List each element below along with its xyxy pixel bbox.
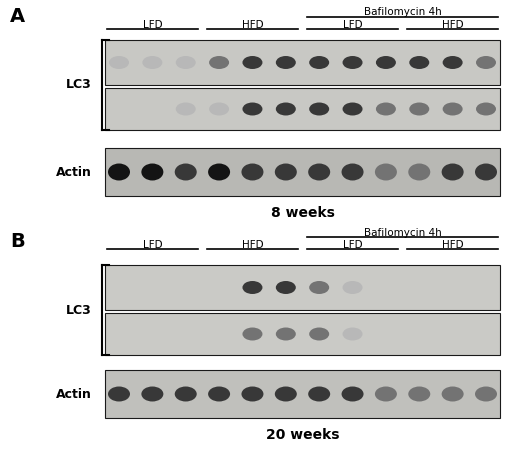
Bar — [105, 265, 500, 310]
Ellipse shape — [175, 163, 197, 180]
Ellipse shape — [442, 163, 463, 180]
Ellipse shape — [209, 103, 229, 116]
Ellipse shape — [142, 56, 162, 69]
Ellipse shape — [409, 103, 429, 116]
Ellipse shape — [241, 163, 264, 180]
Ellipse shape — [408, 163, 430, 180]
Text: LFD: LFD — [343, 20, 362, 30]
Ellipse shape — [309, 328, 329, 341]
Ellipse shape — [176, 103, 196, 116]
Ellipse shape — [409, 56, 429, 69]
Ellipse shape — [343, 56, 363, 69]
Text: HFD: HFD — [242, 240, 263, 250]
Bar — [105, 148, 500, 196]
Ellipse shape — [442, 387, 463, 401]
Text: Bafilomycin 4h: Bafilomycin 4h — [364, 228, 442, 238]
Ellipse shape — [343, 281, 363, 294]
Text: HFD: HFD — [242, 20, 263, 30]
Ellipse shape — [443, 103, 462, 116]
Ellipse shape — [276, 56, 296, 69]
Text: HFD: HFD — [442, 240, 463, 250]
Text: LFD: LFD — [143, 20, 162, 30]
Ellipse shape — [108, 387, 130, 401]
Ellipse shape — [343, 328, 363, 341]
Ellipse shape — [242, 103, 263, 116]
Ellipse shape — [308, 387, 330, 401]
Ellipse shape — [308, 163, 330, 180]
Bar — [105, 40, 500, 85]
Text: Bafilomycin 4h: Bafilomycin 4h — [364, 7, 442, 17]
Ellipse shape — [208, 163, 230, 180]
Ellipse shape — [175, 387, 197, 401]
Text: 20 weeks: 20 weeks — [266, 428, 339, 442]
Ellipse shape — [109, 56, 129, 69]
Bar — [105, 370, 500, 418]
Ellipse shape — [443, 56, 462, 69]
Ellipse shape — [141, 387, 163, 401]
Ellipse shape — [342, 163, 363, 180]
Ellipse shape — [141, 163, 163, 180]
Ellipse shape — [375, 163, 397, 180]
Ellipse shape — [476, 103, 496, 116]
Ellipse shape — [241, 387, 264, 401]
Text: LC3: LC3 — [66, 303, 92, 316]
Ellipse shape — [408, 387, 430, 401]
Ellipse shape — [276, 103, 296, 116]
Ellipse shape — [475, 163, 497, 180]
Ellipse shape — [342, 387, 363, 401]
Ellipse shape — [209, 56, 229, 69]
Ellipse shape — [475, 387, 497, 401]
Ellipse shape — [275, 387, 297, 401]
Text: 8 weeks: 8 weeks — [270, 206, 334, 220]
Ellipse shape — [242, 56, 263, 69]
Ellipse shape — [242, 281, 263, 294]
Bar — [105, 313, 500, 355]
Ellipse shape — [476, 56, 496, 69]
Ellipse shape — [343, 103, 363, 116]
Ellipse shape — [309, 56, 329, 69]
Text: HFD: HFD — [442, 20, 463, 30]
Ellipse shape — [208, 387, 230, 401]
Ellipse shape — [276, 328, 296, 341]
Text: LFD: LFD — [143, 240, 162, 250]
Text: A: A — [10, 7, 25, 26]
Ellipse shape — [376, 103, 396, 116]
Ellipse shape — [242, 328, 263, 341]
Text: LC3: LC3 — [66, 78, 92, 91]
Ellipse shape — [276, 281, 296, 294]
Ellipse shape — [309, 281, 329, 294]
Ellipse shape — [375, 387, 397, 401]
Text: Actin: Actin — [56, 166, 92, 179]
Text: LFD: LFD — [343, 240, 362, 250]
Ellipse shape — [275, 163, 297, 180]
Ellipse shape — [309, 103, 329, 116]
Ellipse shape — [108, 163, 130, 180]
Ellipse shape — [176, 56, 196, 69]
Text: B: B — [10, 232, 25, 251]
Ellipse shape — [376, 56, 396, 69]
Text: Actin: Actin — [56, 387, 92, 400]
Bar — [105, 88, 500, 130]
